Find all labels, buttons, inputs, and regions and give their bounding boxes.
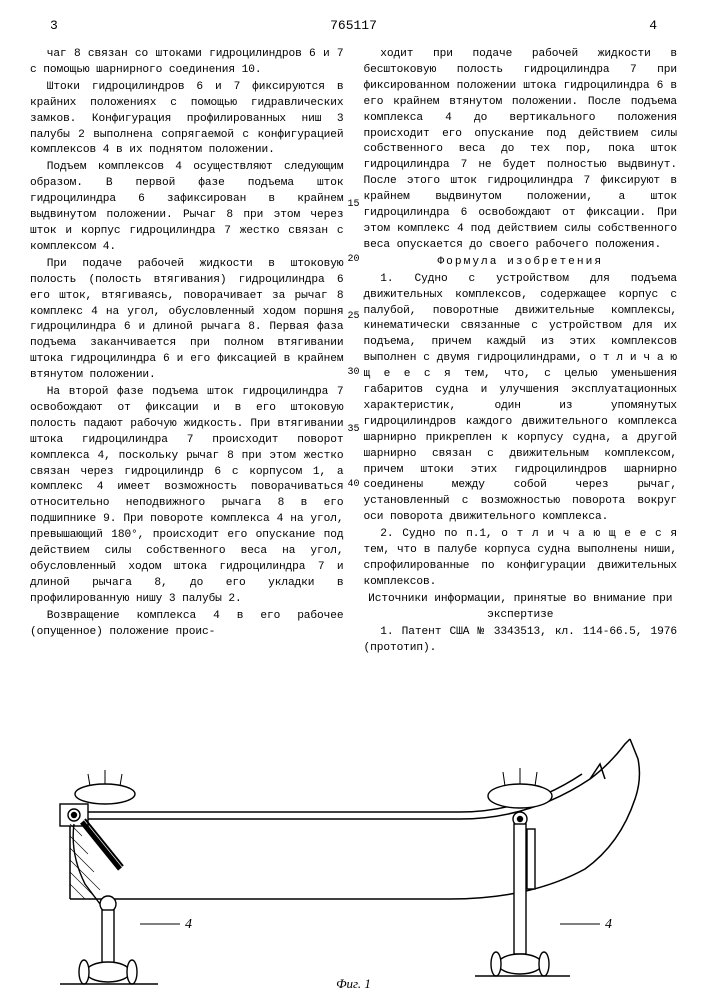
sources-title: Источники информации, принятые во вниман…	[364, 592, 678, 624]
right-p2: 1. Судно с устройством для подъема движи…	[364, 272, 678, 527]
line-marker-35: 35	[344, 425, 364, 435]
figure-label: Фиг. 1	[336, 976, 371, 992]
text-columns: чаг 8 связан со штоками гидроцилиндров 6…	[30, 47, 677, 657]
left-p2: Штоки гидроцилиндров 6 и 7 фиксируются в…	[30, 80, 344, 160]
formula-title: Формула изобретения	[364, 255, 678, 271]
left-p6: Возвращение комплекса 4 в его рабочее (о…	[30, 609, 344, 641]
page-number-right: 4	[649, 18, 657, 33]
line-marker-40: 40	[344, 480, 364, 490]
left-column: чаг 8 связан со штоками гидроцилиндров 6…	[30, 47, 344, 657]
patent-number: 765117	[330, 18, 377, 33]
right-p1: ходит при подаче рабочей жидкости в бесш…	[364, 47, 678, 254]
annotation-4-left: 4	[185, 917, 192, 932]
left-p4: При подаче рабочей жидкости в штоковую п…	[30, 257, 344, 384]
left-p1: чаг 8 связан со штоками гидроцилиндров 6…	[30, 47, 344, 79]
page-number-left: 3	[50, 18, 58, 33]
right-p4: 1. Патент США № 3343513, кл. 114-66.5, 1…	[364, 625, 678, 657]
left-p5: На второй фазе подъема шток гидроцилиндр…	[30, 385, 344, 608]
line-marker-25: 25	[344, 312, 364, 322]
line-marker-15: 15	[344, 200, 364, 210]
page-header: 3 765117 4	[30, 18, 677, 33]
patent-page: 3 765117 4 15 20 25 30 35 40 чаг 8 связа…	[0, 0, 707, 1000]
line-marker-20: 20	[344, 255, 364, 265]
right-p3: 2. Судно по п.1, о т л и ч а ю щ е е с я…	[364, 527, 678, 591]
right-column: ходит при подаче рабочей жидкости в бесш…	[364, 47, 678, 657]
line-marker-30: 30	[344, 368, 364, 378]
figure-svg: 4 4	[30, 724, 677, 994]
annotation-4-right: 4	[605, 917, 612, 932]
figure-1: 4 4 Фиг. 1	[30, 724, 677, 994]
left-p3: Подъем комплексов 4 осуществляют следующ…	[30, 160, 344, 255]
